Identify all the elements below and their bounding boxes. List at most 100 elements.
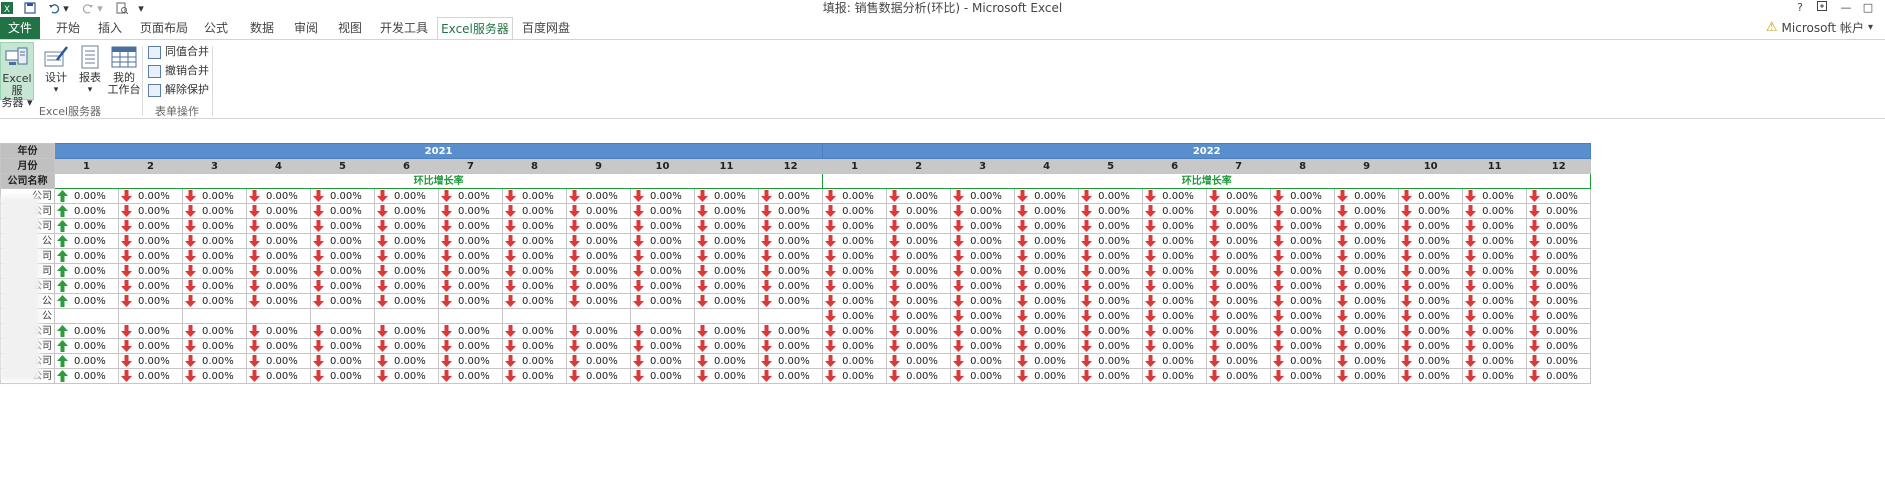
value-cell[interactable]: 0.00% — [246, 188, 311, 204]
value-cell[interactable]: 0.00% — [54, 218, 119, 234]
value-cell[interactable]: 0.00% — [310, 233, 375, 249]
value-cell[interactable]: 0.00% — [566, 203, 631, 219]
month-header-cell[interactable]: 6 — [374, 158, 439, 174]
value-cell[interactable]: 0.00% — [54, 293, 119, 309]
value-cell[interactable]: 0.00% — [1142, 263, 1208, 279]
value-cell[interactable]: 0.00% — [1526, 353, 1592, 369]
value-cell[interactable]: 0.00% — [1462, 263, 1528, 279]
value-cell[interactable]: 0.00% — [886, 263, 952, 279]
value-cell[interactable]: 0.00% — [822, 203, 888, 219]
value-cell[interactable]: 0.00% — [1206, 338, 1272, 354]
restore-ribbon-button[interactable] — [1812, 0, 1832, 16]
value-cell[interactable]: 0.00% — [310, 353, 375, 369]
value-cell[interactable]: 0.00% — [502, 233, 567, 249]
value-cell[interactable]: 0.00% — [1206, 368, 1272, 384]
value-cell[interactable]: 0.00% — [1078, 368, 1144, 384]
value-cell[interactable]: 0.00% — [438, 233, 503, 249]
month-header-cell[interactable]: 2 — [118, 158, 183, 174]
value-cell[interactable]: 0.00% — [118, 353, 183, 369]
value-cell[interactable]: 0.00% — [1462, 338, 1528, 354]
value-cell[interactable]: 0.00% — [182, 248, 247, 264]
minimize-button[interactable]: — — [1840, 1, 1852, 14]
value-cell[interactable]: 0.00% — [822, 218, 888, 234]
value-cell[interactable]: 0.00% — [246, 203, 311, 219]
value-cell[interactable]: 0.00% — [182, 368, 247, 384]
value-cell[interactable]: 0.00% — [694, 368, 759, 384]
value-cell[interactable]: 0.00% — [438, 293, 503, 309]
empty-cell[interactable] — [310, 308, 375, 324]
value-cell[interactable]: 0.00% — [1270, 308, 1336, 324]
month-header-cell[interactable]: 8 — [502, 158, 567, 174]
value-cell[interactable]: 0.00% — [950, 338, 1016, 354]
value-cell[interactable]: 0.00% — [438, 248, 503, 264]
value-cell[interactable]: 0.00% — [1206, 218, 1272, 234]
value-cell[interactable]: 0.00% — [1334, 293, 1400, 309]
report-button[interactable]: 报表 ▾ — [72, 42, 108, 96]
value-cell[interactable]: 0.00% — [246, 233, 311, 249]
company-header-label[interactable]: 公司名称 — [0, 173, 55, 189]
value-cell[interactable]: 0.00% — [1462, 308, 1528, 324]
value-cell[interactable]: 0.00% — [757, 263, 824, 279]
month-header-cell[interactable]: 4 — [246, 158, 311, 174]
value-cell[interactable]: 0.00% — [246, 323, 311, 339]
value-cell[interactable]: 0.00% — [182, 338, 247, 354]
value-cell[interactable]: 0.00% — [246, 353, 311, 369]
value-cell[interactable]: 0.00% — [822, 338, 888, 354]
month-header-cell[interactable]: 3 — [182, 158, 247, 174]
value-cell[interactable]: 0.00% — [54, 263, 119, 279]
value-cell[interactable]: 0.00% — [374, 188, 439, 204]
value-cell[interactable]: 0.00% — [1014, 353, 1080, 369]
value-cell[interactable]: 0.00% — [1142, 188, 1208, 204]
value-cell[interactable]: 0.00% — [1334, 218, 1400, 234]
value-cell[interactable]: 0.00% — [822, 293, 888, 309]
tab-file[interactable]: 文件 — [0, 17, 40, 39]
value-cell[interactable]: 0.00% — [1398, 233, 1464, 249]
save-icon[interactable] — [22, 0, 38, 16]
value-cell[interactable]: 0.00% — [1398, 188, 1464, 204]
value-cell[interactable]: 0.00% — [566, 293, 631, 309]
value-cell[interactable]: 0.00% — [1462, 323, 1528, 339]
value-cell[interactable]: 0.00% — [310, 338, 375, 354]
value-cell[interactable]: 0.00% — [1526, 248, 1592, 264]
tab-formulas[interactable]: 公式 — [203, 21, 228, 35]
value-cell[interactable]: 0.00% — [757, 203, 824, 219]
value-cell[interactable]: 0.00% — [1526, 338, 1592, 354]
tab-review[interactable]: 审阅 — [293, 21, 318, 35]
value-cell[interactable]: 0.00% — [1206, 203, 1272, 219]
help-button[interactable]: ? — [1797, 1, 1803, 14]
value-cell[interactable]: 0.00% — [1334, 188, 1400, 204]
month-header-label[interactable]: 月份 — [0, 158, 55, 174]
value-cell[interactable]: 0.00% — [1462, 353, 1528, 369]
value-cell[interactable]: 0.00% — [1270, 353, 1336, 369]
value-cell[interactable]: 0.00% — [950, 323, 1016, 339]
value-cell[interactable]: 0.00% — [1142, 353, 1208, 369]
value-cell[interactable]: 0.00% — [630, 263, 695, 279]
value-cell[interactable]: 0.00% — [502, 188, 567, 204]
value-cell[interactable]: 0.00% — [118, 263, 183, 279]
value-cell[interactable]: 0.00% — [1270, 233, 1336, 249]
value-cell[interactable]: 0.00% — [54, 248, 119, 264]
value-cell[interactable]: 0.00% — [886, 308, 952, 324]
value-cell[interactable]: 0.00% — [374, 323, 439, 339]
value-cell[interactable]: 0.00% — [1526, 278, 1592, 294]
value-cell[interactable]: 0.00% — [886, 323, 952, 339]
value-cell[interactable]: 0.00% — [310, 263, 375, 279]
value-cell[interactable]: 0.00% — [1142, 233, 1208, 249]
value-cell[interactable]: 0.00% — [310, 188, 375, 204]
month-header-cell[interactable]: 4 — [1014, 158, 1080, 174]
value-cell[interactable]: 0.00% — [950, 353, 1016, 369]
value-cell[interactable]: 0.00% — [630, 323, 695, 339]
value-cell[interactable]: 0.00% — [54, 203, 119, 219]
year-header-2021[interactable]: 2021 — [53, 143, 824, 159]
value-cell[interactable]: 0.00% — [1334, 308, 1400, 324]
value-cell[interactable]: 0.00% — [502, 203, 567, 219]
value-cell[interactable]: 0.00% — [822, 233, 888, 249]
tab-excel-server[interactable]: Excel服务器 — [437, 17, 513, 40]
value-cell[interactable]: 0.00% — [950, 368, 1016, 384]
value-cell[interactable]: 0.00% — [1014, 293, 1080, 309]
value-cell[interactable]: 0.00% — [1334, 248, 1400, 264]
value-cell[interactable]: 0.00% — [118, 188, 183, 204]
value-cell[interactable]: 0.00% — [1462, 218, 1528, 234]
value-cell[interactable]: 0.00% — [1206, 353, 1272, 369]
value-cell[interactable]: 0.00% — [1142, 203, 1208, 219]
